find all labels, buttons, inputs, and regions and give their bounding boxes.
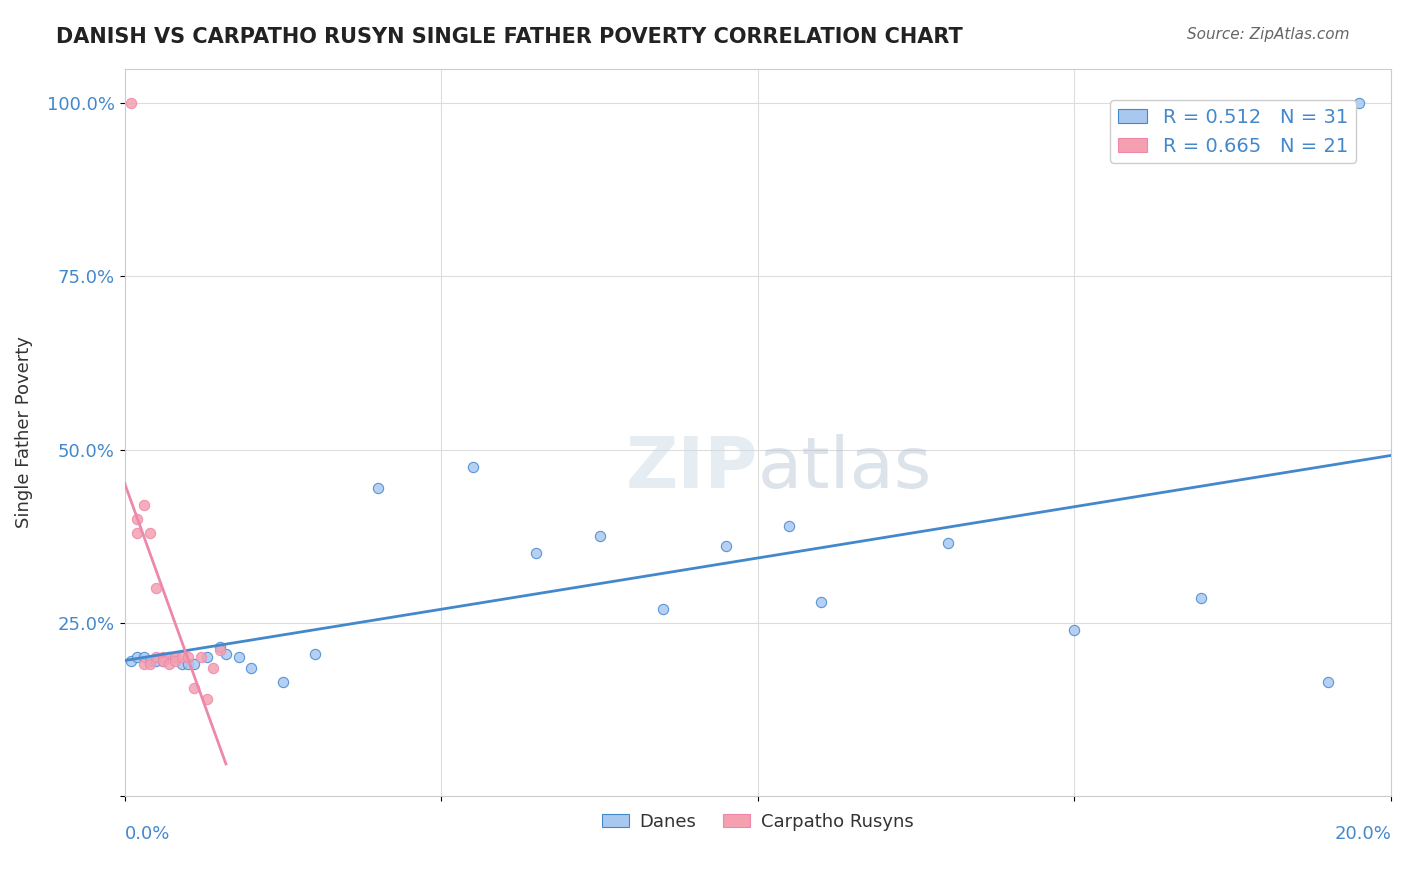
Point (936, 536, 959, 550)
Point (190, 650, 212, 665)
Point (588, 529, 610, 543)
Point (524, 546, 547, 560)
Point (127, 512, 149, 526)
Point (152, 654, 174, 668)
Point (127, 525, 149, 540)
Point (1348, 96, 1371, 111)
Point (202, 661, 225, 675)
Point (157, 657, 180, 672)
Point (139, 654, 162, 668)
Point (165, 650, 187, 665)
Text: ZIP: ZIP (626, 434, 758, 503)
Point (183, 657, 205, 672)
Point (1063, 623, 1085, 637)
Point (1316, 674, 1339, 689)
Point (157, 650, 180, 665)
Point (132, 650, 155, 665)
Point (152, 654, 174, 668)
Point (165, 650, 187, 665)
Point (120, 96, 142, 111)
Point (177, 650, 200, 665)
Point (304, 647, 326, 661)
Text: 0.0%: 0.0% (125, 825, 170, 843)
Point (170, 657, 193, 672)
Point (177, 657, 200, 672)
Point (240, 661, 263, 675)
Point (208, 640, 231, 654)
Point (195, 691, 218, 706)
Point (651, 602, 673, 616)
Point (714, 540, 737, 554)
Point (810, 595, 832, 609)
Point (1189, 591, 1212, 606)
Point (165, 654, 187, 668)
Point (778, 518, 800, 533)
Y-axis label: Single Father Poverty: Single Father Poverty (15, 336, 32, 528)
Point (228, 650, 250, 665)
Point (152, 650, 174, 665)
Point (139, 657, 162, 672)
Text: DANISH VS CARPATHO RUSYN SINGLE FATHER POVERTY CORRELATION CHART: DANISH VS CARPATHO RUSYN SINGLE FATHER P… (56, 27, 963, 46)
Point (145, 650, 167, 665)
Point (145, 654, 167, 668)
Point (183, 681, 205, 696)
Point (145, 581, 167, 595)
Point (132, 498, 155, 512)
Point (208, 643, 231, 657)
Point (461, 459, 484, 474)
Text: Source: ZipAtlas.com: Source: ZipAtlas.com (1187, 27, 1350, 42)
Point (170, 650, 193, 665)
Point (127, 650, 149, 665)
Text: atlas: atlas (758, 434, 932, 503)
Text: 20.0%: 20.0% (1334, 825, 1391, 843)
Point (271, 674, 294, 689)
Point (195, 650, 218, 665)
Point (120, 654, 142, 668)
Point (215, 647, 238, 661)
Point (367, 481, 389, 495)
Legend: Danes, Carpatho Rusyns: Danes, Carpatho Rusyns (595, 805, 921, 838)
Point (139, 525, 162, 540)
Point (132, 657, 155, 672)
